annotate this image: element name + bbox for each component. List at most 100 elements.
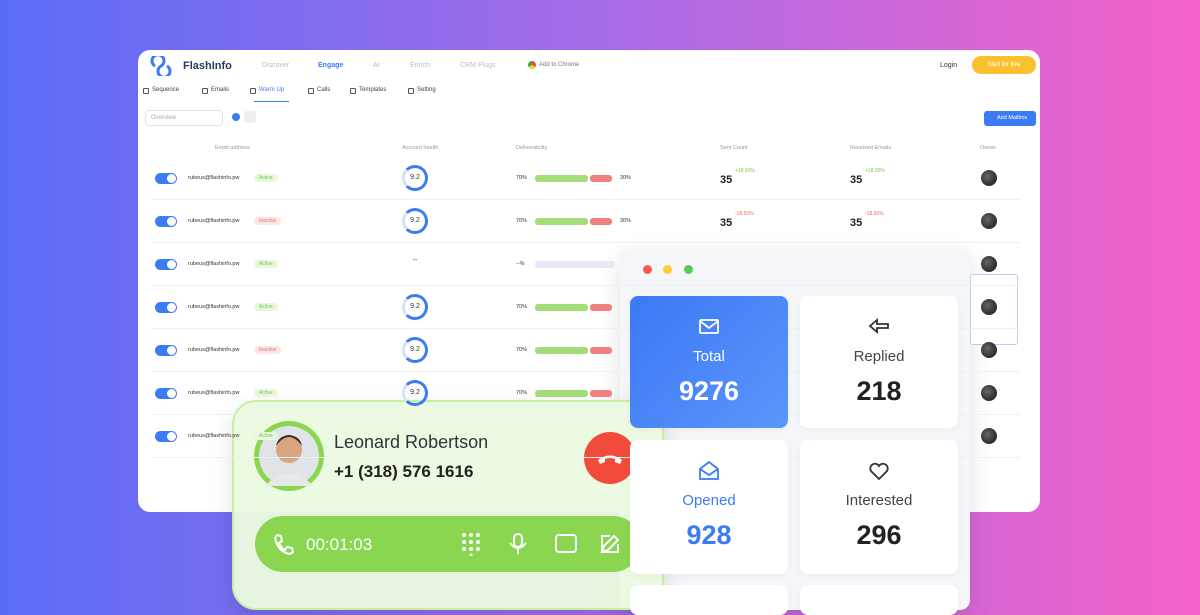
row-divider bbox=[150, 328, 1020, 329]
row-divider bbox=[150, 457, 1020, 458]
subnav-item[interactable]: Warm Up bbox=[259, 87, 285, 93]
nav-item[interactable]: Enrich bbox=[410, 62, 430, 69]
status: Inactive bbox=[254, 346, 282, 354]
health: 9.2 bbox=[402, 208, 428, 234]
undelivered-bar bbox=[590, 218, 612, 225]
logo bbox=[150, 56, 172, 76]
nav-item[interactable]: Discover bbox=[262, 62, 290, 69]
stat-label: Replied bbox=[853, 348, 905, 365]
toggle[interactable] bbox=[155, 388, 177, 399]
stat-value: 9276 bbox=[678, 376, 740, 406]
stat-label: Interested bbox=[845, 492, 913, 509]
stat-icon bbox=[869, 462, 889, 481]
undelivered-bar bbox=[590, 304, 612, 311]
deliverability-bar bbox=[535, 218, 588, 225]
owner-avatar bbox=[981, 428, 997, 444]
group-icon[interactable] bbox=[244, 111, 256, 123]
caller-name: Leonard Robertson bbox=[334, 432, 489, 452]
window-dot bbox=[663, 265, 672, 274]
column-header: Email address bbox=[215, 145, 250, 151]
column-header: Received Emails bbox=[850, 145, 891, 151]
filter[interactable]: Overview bbox=[145, 110, 223, 126]
sent-change: -18.50% bbox=[735, 211, 754, 217]
stat-card: Opened 928 bbox=[630, 440, 788, 574]
subnav-icon bbox=[250, 88, 256, 94]
row-divider bbox=[150, 371, 1020, 372]
cta-button[interactable]: Start for free bbox=[972, 56, 1036, 74]
deliverability-bar bbox=[535, 347, 588, 354]
email: rubeus@flashinfo.pw bbox=[188, 433, 240, 439]
avatar bbox=[254, 421, 324, 491]
email: rubeus@flashinfo.pw bbox=[188, 390, 240, 396]
column-header: Account health bbox=[402, 145, 439, 151]
toggle[interactable] bbox=[155, 431, 177, 442]
status: Active bbox=[254, 389, 278, 397]
brand[interactable]: FlashInfo bbox=[183, 60, 232, 72]
nav-item[interactable]: AI bbox=[373, 62, 380, 69]
stat-card bbox=[630, 585, 788, 615]
nav-item[interactable]: CRM Plugs bbox=[460, 62, 496, 69]
deliverability-bar bbox=[535, 261, 615, 268]
received-change: +18.50% bbox=[865, 168, 885, 174]
toggle-knob bbox=[167, 303, 176, 312]
subnav-item[interactable]: Templates bbox=[359, 87, 387, 93]
health: 9.2 bbox=[402, 165, 428, 191]
email: rubeus@flashinfo.pw bbox=[188, 347, 240, 353]
chrome-link[interactable]: Add to Chrome bbox=[539, 62, 580, 68]
undelivered-bar bbox=[590, 390, 612, 397]
deliverability-bar bbox=[535, 175, 588, 182]
deliverability-bar bbox=[535, 390, 588, 397]
subnav-icon bbox=[408, 88, 414, 94]
filter-text: Overview bbox=[151, 115, 177, 121]
stat-icon bbox=[868, 318, 889, 334]
caller-phone: +1 (318) 576 1616 bbox=[334, 462, 474, 481]
add-mailbox[interactable]: Add Mailbox bbox=[984, 111, 1036, 126]
owner-avatar bbox=[981, 170, 997, 186]
subnav-item[interactable]: Emails bbox=[211, 87, 230, 93]
toggle-knob bbox=[167, 389, 176, 398]
status: Active bbox=[254, 432, 278, 440]
phone-icon bbox=[273, 533, 295, 556]
stat-value: 218 bbox=[856, 376, 902, 406]
stat-card: Total 9276 bbox=[630, 296, 788, 428]
stat-icon bbox=[699, 319, 719, 334]
sent: 35 bbox=[720, 217, 733, 229]
toggle[interactable] bbox=[155, 173, 177, 184]
owner-avatar bbox=[981, 256, 997, 272]
email: rubeus@flashinfo.pw bbox=[188, 218, 240, 224]
received-change: -18.50% bbox=[865, 211, 884, 217]
toggle[interactable] bbox=[155, 345, 177, 356]
stat-value: 296 bbox=[856, 520, 902, 550]
subnav-item[interactable]: Sequence bbox=[152, 87, 180, 93]
undelivered: 30% bbox=[620, 175, 632, 181]
toggle[interactable] bbox=[155, 302, 177, 313]
received: 35 bbox=[850, 174, 863, 186]
stat-card: Interested 296 bbox=[800, 440, 958, 574]
status: Inactive bbox=[254, 217, 282, 225]
toggle[interactable] bbox=[155, 216, 177, 227]
email: rubeus@flashinfo.pw bbox=[188, 304, 240, 310]
login[interactable]: Login bbox=[940, 62, 958, 69]
window-dot bbox=[684, 265, 693, 274]
row-divider bbox=[150, 199, 1020, 200]
column-header: Deliverability bbox=[516, 145, 548, 151]
health: 9.2 bbox=[402, 337, 428, 363]
status: Active bbox=[254, 303, 278, 311]
toggle-knob bbox=[167, 432, 176, 441]
nav-item[interactable]: Engage bbox=[318, 62, 344, 69]
stat-icon bbox=[699, 460, 719, 480]
delivered: --% bbox=[516, 261, 525, 267]
undelivered-bar bbox=[590, 175, 612, 182]
subnav-icon bbox=[308, 88, 314, 94]
undelivered-bar bbox=[590, 347, 612, 354]
window-dot bbox=[643, 265, 652, 274]
subnav-item[interactable]: Setting bbox=[417, 87, 436, 93]
toggle-knob bbox=[167, 346, 176, 355]
user-icon[interactable] bbox=[232, 113, 240, 121]
stat-card bbox=[800, 585, 958, 615]
hangup-button[interactable] bbox=[583, 431, 637, 485]
toggle[interactable] bbox=[155, 259, 177, 270]
subnav-item[interactable]: Calls bbox=[317, 87, 331, 93]
column-header: Sent Count bbox=[720, 145, 748, 151]
